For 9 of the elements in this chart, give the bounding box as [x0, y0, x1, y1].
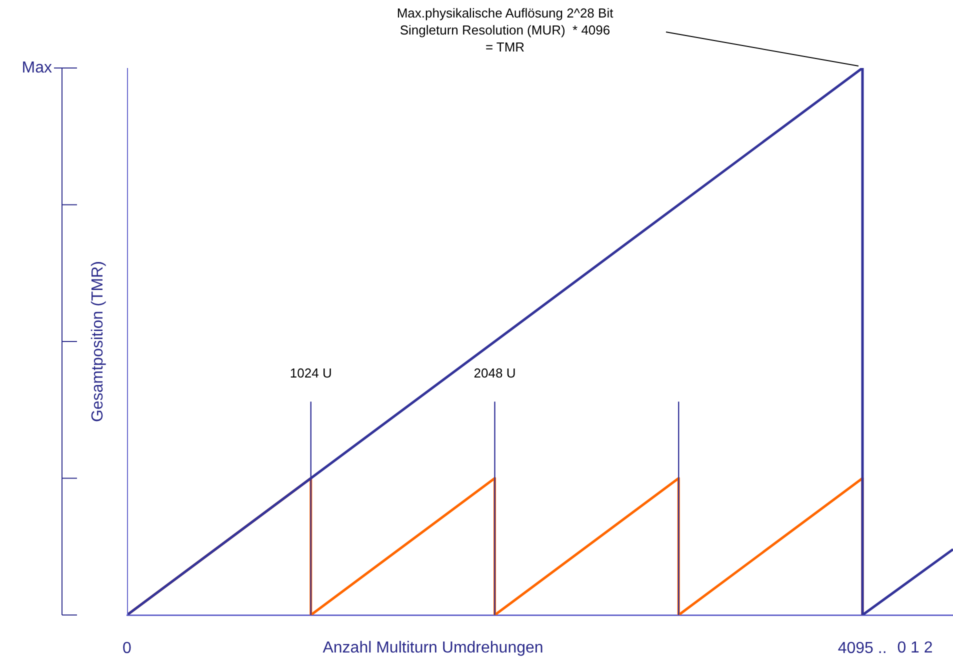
x2-tick-label: 2048 U: [474, 365, 516, 380]
y-axis-title: Gesamtposition (TMR): [89, 261, 106, 422]
x2-tick-label: 1024 U: [290, 365, 332, 380]
x-axis-title: Anzahl Multiturn Umdrehungen: [322, 639, 544, 656]
x-tick-label: 0: [122, 640, 132, 658]
x-tick-label: 4095 ..: [838, 640, 887, 658]
text: 0 1 2: [897, 639, 933, 656]
text: Max.physikalische Auflösung 2^28 Bit Singleturn Resolution (MUR) * 4096 = TMR: [396, 6, 614, 55]
text: Max: [22, 59, 52, 76]
